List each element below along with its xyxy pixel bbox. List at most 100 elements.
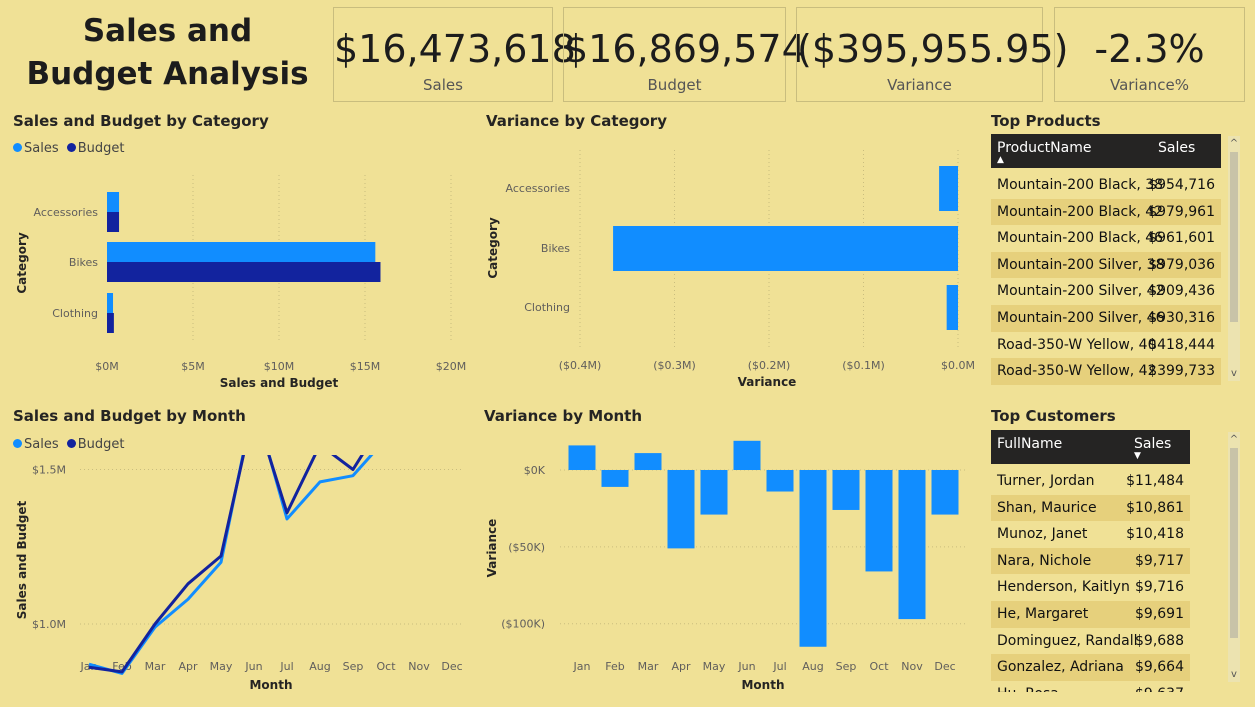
y-axis-title: Category [486,217,500,279]
cell-name: Road-350-W Yellow, 40 [997,336,1157,353]
y-tick-label: Accessories [506,182,571,195]
scroll-down-icon[interactable]: v [1231,669,1237,680]
cell-sales: $9,716 [1135,579,1184,596]
x-tick-label: $10M [264,360,295,373]
cell-name: Nara, Nichole [997,552,1092,569]
x-tick-label: Mar [145,660,166,673]
month-line-chart[interactable]: $1.0M$1.5M$2.0MJanFebMarAprMayJunJulAugS… [0,455,475,700]
cell-sales: $979,961 [1148,203,1215,220]
x-axis-title: Month [741,678,784,692]
kpi-value: $16,869,574 [564,27,806,71]
table-row[interactable]: Dominguez, Randall $9,688 [991,628,1190,655]
table-row[interactable]: Mountain-200 Silver, 42 $909,436 [991,278,1221,305]
cell-sales: $979,036 [1148,256,1215,273]
y-tick-label: Accessories [34,206,99,219]
x-tick-label: ($0.3M) [653,359,696,372]
cell-name: Henderson, Kaitlyn [997,579,1130,596]
table-row[interactable]: Road-350-W Yellow, 42 $399,733 [991,358,1221,385]
scroll-thumb[interactable] [1230,152,1238,322]
table-row[interactable]: Mountain-200 Black, 42 $979,961 [991,198,1221,226]
bar-variance [613,226,958,271]
cell-sales: $9,691 [1135,605,1184,622]
chart-legend: Sales Budget [13,437,125,452]
table-row[interactable]: Hu, Rosa $9,637 [991,681,1190,692]
cell-sales: $399,733 [1148,363,1215,380]
scroll-up-icon[interactable]: ^ [1229,138,1239,149]
x-tick-label: ($0.4M) [559,359,602,372]
bar-sales [107,293,114,313]
table-row[interactable]: Henderson, Kaitlyn $9,716 [991,574,1190,601]
legend-item-sales[interactable]: Sales [13,141,59,156]
legend-item-budget[interactable]: Budget [63,141,125,156]
kpi-card-variance-pct[interactable]: -2.3% Variance% [1054,7,1245,102]
top-customers-table[interactable]: FullName Sales ▼ Turner, Jordan $11,484 Sh… [991,430,1190,692]
legend-item-sales[interactable]: Sales [13,437,59,452]
x-tick-label: ($0.1M) [842,359,885,372]
x-tick-label: May [703,660,726,673]
x-tick-label: Oct [376,660,396,673]
kpi-label: Budget [647,76,702,94]
table-row[interactable]: Turner, Jordan $11,484 [991,468,1190,495]
bar-sales [107,242,376,262]
table-row[interactable]: Mountain-200 Black, 46 $961,601 [991,225,1221,252]
table-row[interactable]: Munoz, Janet $10,418 [991,521,1190,548]
table-row[interactable]: Nara, Nichole $9,717 [991,547,1190,575]
variance-month-chart[interactable]: $0K ($50K) ($100K) Jan Feb Mar Apr May Jun Jul Aug… [480,430,975,700]
table-row[interactable]: Mountain-200 Silver, 46 $930,316 [991,304,1221,332]
chart-title: Variance by Month [484,407,643,425]
column-header-sales[interactable]: Sales [1158,140,1196,156]
cell-name: Gonzalez, Adriana [997,659,1124,676]
scroll-down-icon[interactable]: v [1231,368,1237,379]
cell-name: Hu, Rosa [997,681,1059,692]
x-tick-label: Sep [343,660,364,673]
x-tick-label: ($0.2M) [748,359,791,372]
table-row[interactable]: Mountain-200 Black, 38 $954,716 [991,172,1221,199]
bar-variance [700,470,728,515]
legend-item-budget[interactable]: Budget [63,437,125,452]
kpi-card-sales[interactable]: $16,473,618 Sales [333,7,576,102]
kpi-card-budget[interactable]: $16,869,574 Budget [563,7,806,102]
table-row[interactable]: He, Margaret $9,691 [991,600,1190,628]
table-row[interactable]: Mountain-200 Silver, 38 $979,036 [991,251,1221,279]
x-tick-label: Dec [441,660,462,673]
kpi-value: ($395,955.95) [797,27,1069,71]
column-header-productname[interactable]: ProductName [997,140,1092,156]
x-tick-label: Nov [408,660,430,673]
top-products-table[interactable]: ProductName ▲ Sales Mountain-200 Black, … [991,134,1221,390]
scrollbar[interactable]: ^ v [1228,432,1240,682]
bar-budget [107,212,120,232]
column-header-fullname[interactable]: FullName [997,436,1063,452]
line-budget [88,455,364,674]
bar-variance [733,440,761,470]
x-tick-label: $20M [436,360,467,373]
x-tick-label: Jan [573,660,591,673]
x-tick-label: Nov [901,660,923,673]
table-row[interactable]: Gonzalez, Adriana $9,664 [991,654,1190,681]
x-tick-label: Aug [802,660,823,673]
scroll-up-icon[interactable]: ^ [1229,434,1239,445]
cell-sales: $10,418 [1126,526,1184,543]
table-row[interactable]: Touring-1000 Blue, 46$421,988 [991,385,1221,391]
scrollbar[interactable]: ^ v [1228,136,1240,381]
bar-variance [898,470,926,620]
kpi-card-variance[interactable]: ($395,955.95) Variance [796,7,1069,102]
x-tick-label: Apr [671,660,691,673]
page-title: Sales and Budget Analysis [26,13,309,92]
legend-dot [13,439,22,448]
table-title: Top Customers [991,407,1116,425]
cell-name: Road-350-W Yellow, 42 [997,363,1157,380]
y-axis-title: Category [15,232,29,294]
cell-name: Mountain-200 Silver, 46 [997,309,1165,326]
chart-title: Sales and Budget by Category [13,112,269,130]
scroll-thumb[interactable] [1230,448,1238,638]
x-tick-label: May [210,660,233,673]
cell-sales: $9,664 [1135,659,1184,676]
y-tick-label: $0K [524,464,546,477]
x-tick-label: Dec [934,660,955,673]
table-row[interactable]: Shan, Maurice $10,861 [991,494,1190,522]
variance-category-chart[interactable]: ($0.4M) ($0.3M) ($0.2M) ($0.1M) $0.0M Accesso… [480,145,980,395]
x-tick-label: Oct [869,660,889,673]
table-row[interactable]: Road-350-W Yellow, 40 $418,444 [991,332,1221,359]
category-bar-chart[interactable]: $0M $5M $10M $15M $20M Accessories Bikes Clothi… [0,160,480,395]
column-header-sales[interactable]: Sales [1134,436,1172,452]
